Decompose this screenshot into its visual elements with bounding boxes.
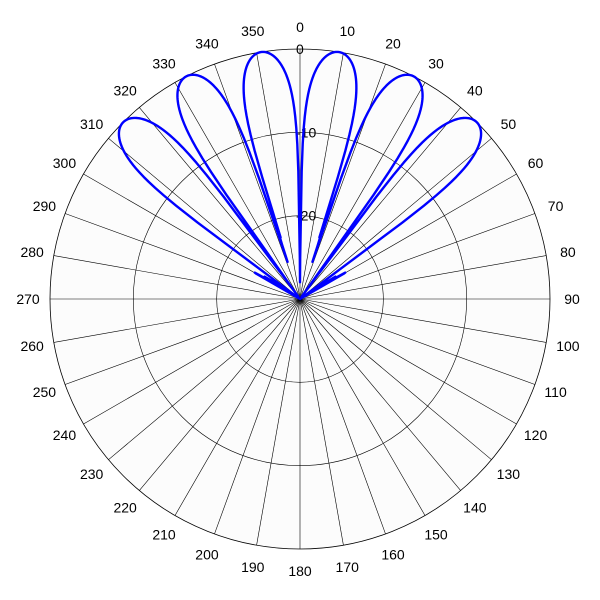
radiation-pattern-line [117,50,483,301]
grid-spoke [299,298,426,516]
grid-spoke [256,52,301,300]
angle-tick-label: 170 [336,559,360,575]
grid-spoke [83,298,301,425]
angle-tick-label: 260 [20,338,44,354]
grid-spoke [64,298,301,385]
grid-spoke [53,255,301,300]
angle-tick-label: 350 [241,23,265,39]
angle-tick-label: 110 [544,384,567,400]
angle-tick-label: 90 [564,291,580,307]
grid-spoke [299,298,547,343]
angle-tick-label: 10 [339,23,355,39]
angle-tick-label: 160 [381,547,405,563]
angle-tick-label: 230 [80,466,104,482]
angle-tick-label: 20 [385,35,401,51]
angle-tick-label: 280 [20,244,44,260]
angle-tick-label: 60 [528,155,544,171]
angle-tick-label: 80 [560,244,576,260]
angle-tick-label: 0 [296,19,304,35]
angle-tick-label: 330 [152,55,176,71]
angle-tick-label: 140 [463,499,487,515]
angle-tick-label: 180 [288,563,312,579]
grid-spoke [299,298,461,491]
grid-spoke [299,213,536,300]
grid-spoke [299,107,461,300]
grid-spoke [299,298,386,535]
grid-spoke [214,298,301,535]
grid-spoke [139,107,301,300]
grid-spoke [299,298,492,460]
angle-tick-label: 150 [424,527,448,543]
angle-tick-label: 70 [548,198,564,214]
angle-tick-label: 200 [195,547,219,563]
grid-spoke [256,298,301,546]
grid-spoke [299,255,547,300]
angle-tick-label: 300 [53,155,77,171]
grid-spoke [64,213,301,300]
angle-tick-labels: 0 10 20 30 40 50 60 70 80 90 100 110 120 130 140 150 160… [16,19,580,579]
grid-spoke [174,298,301,516]
angle-tick-label: 220 [113,499,137,515]
grid-spoke [108,298,301,460]
grid-spoke [299,82,426,300]
angle-tick-label: 210 [152,527,176,543]
grid-spoke [108,138,301,300]
angle-tick-label: 320 [113,83,137,99]
angle-tick-label: 270 [16,291,40,307]
angle-tick-label: 340 [195,35,219,51]
grid-spoke [299,138,492,300]
radial-tick-label: -10 [296,124,316,140]
angle-tick-label: 30 [428,55,444,71]
angle-tick-label: 310 [80,116,104,132]
grid-spoke [299,298,344,546]
angle-tick-label: 290 [33,198,57,214]
angle-tick-label: 120 [524,427,548,443]
angle-tick-label: 100 [556,338,580,354]
grid-spoke [299,52,344,300]
grid-spoke [299,298,536,385]
angle-tick-label: 250 [33,384,57,400]
grid-spoke [299,298,517,425]
angle-tick-label: 130 [497,466,521,482]
radial-tick-label: 0 [296,41,304,57]
grid-spoke [174,82,301,300]
angle-tick-label: 240 [53,427,77,443]
angle-tick-label: 190 [241,559,265,575]
grid-spoke [139,298,301,491]
grid-spoke [53,298,301,343]
angle-tick-label: 40 [467,83,483,99]
angle-tick-label: 50 [501,116,517,132]
